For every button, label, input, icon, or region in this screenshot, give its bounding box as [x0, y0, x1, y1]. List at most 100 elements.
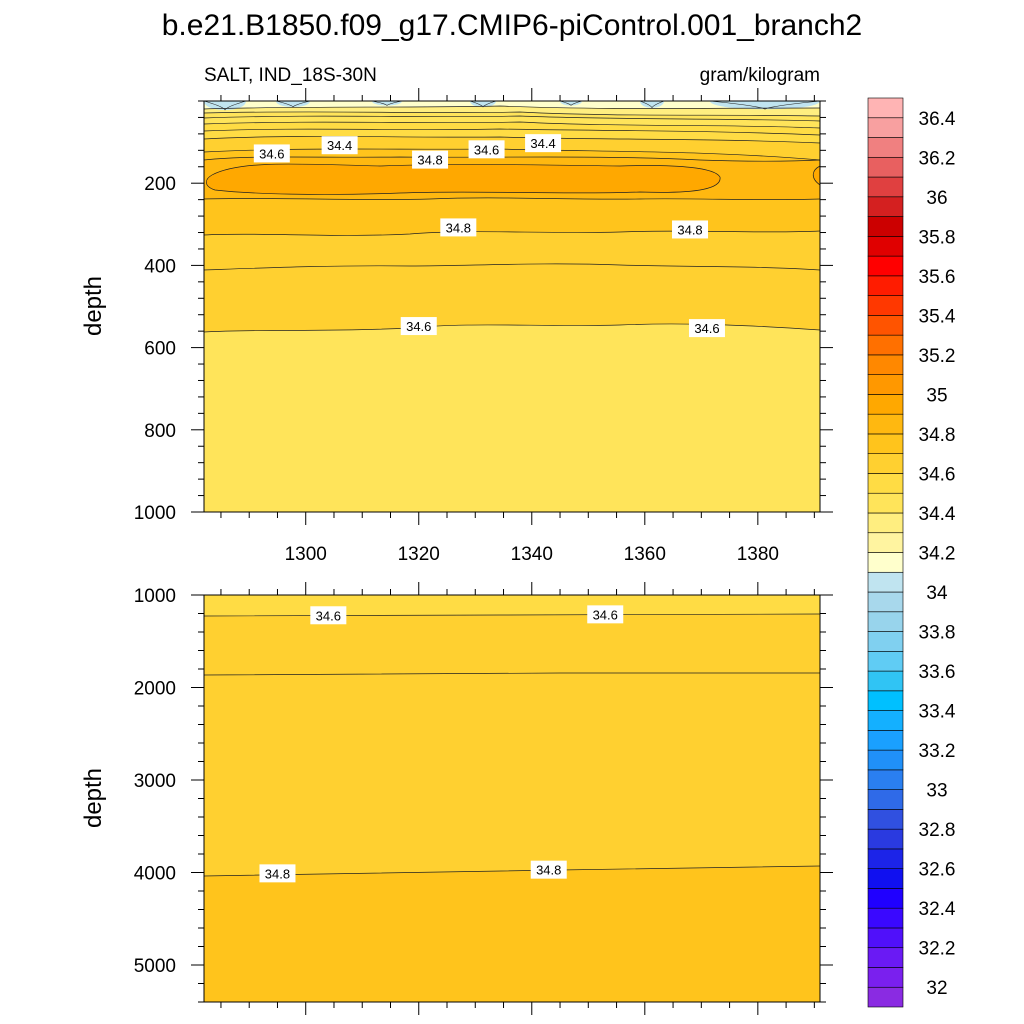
band-34-1-patch [710, 101, 820, 110]
lower-contour-labels: 34.6 34.6 34.8 34.8 [259, 605, 624, 883]
colorbar-swatch [867, 137, 904, 158]
contour-label-text: 34.6 [316, 608, 341, 623]
colorbar-swatch [867, 888, 904, 909]
colorbar-tick-label: 35.6 [919, 267, 956, 288]
contour-line [203, 613, 821, 617]
colorbar-tick-label: 34.8 [919, 425, 956, 446]
colorbar-tick-label: 32.4 [919, 899, 956, 920]
colorbar-tick-label: 35.8 [919, 227, 956, 248]
colorbar-tick-label: 33.2 [919, 741, 956, 762]
colorbar-swatch [867, 433, 904, 454]
lower-y-axis-label: depth [80, 768, 107, 828]
contour-line [203, 672, 820, 676]
band-34-1-patch [640, 101, 664, 108]
colorbar-tick-label: 35.4 [919, 306, 956, 327]
colorbar-swatch [867, 828, 904, 850]
contour-label: 34.6 [400, 317, 437, 336]
contour-label-box [672, 220, 709, 239]
colorbar-swatch [867, 315, 904, 336]
contour-label-text: 34.4 [327, 138, 352, 153]
x-tick-label: 1360 [624, 544, 666, 565]
contour-label: 34.4 [525, 134, 562, 153]
y-tick-label: 800 [144, 421, 176, 442]
colorbar-swatch [867, 552, 904, 573]
y-tick-label: 600 [144, 339, 176, 360]
colorbar-swatch [867, 690, 904, 711]
colorbar-tick-label: 34.4 [919, 504, 956, 525]
colorbar-swatch [867, 196, 904, 217]
colorbar-swatch [867, 354, 904, 375]
colorbar-swatch [867, 492, 904, 514]
colorbar-tick-label: 32.2 [919, 939, 956, 960]
contour-line [206, 163, 721, 195]
contour-line [203, 263, 821, 271]
contour-label: 34.4 [321, 136, 358, 155]
colorbar-swatch [867, 769, 904, 790]
colorbar-swatch [867, 571, 904, 593]
contour-label: 34.6 [253, 144, 290, 163]
colorbar-swatch [867, 789, 904, 810]
contour-label: 34.6 [688, 319, 725, 338]
band-34-6 [204, 595, 820, 616]
colorbar-swatch [867, 651, 904, 672]
colorbar-swatch [867, 710, 904, 731]
upper-panel-fill [204, 101, 820, 512]
contour-label-text: 34.6 [593, 607, 618, 622]
y-tick-label: 3000 [134, 771, 176, 792]
contour-line [559, 100, 583, 106]
x-tick-label: 1380 [737, 544, 779, 565]
colorbar-swatch [867, 512, 904, 534]
lower-y-ticks: 1000 2000 3000 4000 5000 [134, 586, 833, 1003]
contour-line [203, 105, 821, 110]
units-label: gram/kilogram [700, 65, 820, 86]
colorbar-swatch [867, 156, 904, 178]
colorbar-tick-label: 33 [926, 781, 947, 802]
contour-label-box [259, 864, 296, 883]
colorbar-tick-label: 33.4 [919, 702, 956, 723]
lower-panel: 1000 2000 3000 4000 5000 34.6 34.6 34.8 34.8 de… [80, 582, 833, 1015]
upper-contour-labels: 34.6 34.4 34.8 34.6 34.4 34.8 34.8 34.6 34.6 [253, 134, 725, 338]
contour-line [203, 197, 821, 201]
colorbar-swatch [867, 591, 904, 613]
y-tick-label: 1000 [134, 503, 176, 524]
x-tick-label: 1300 [285, 544, 327, 565]
colorbar-tick-label: 32.8 [919, 820, 956, 841]
contour-label-box [253, 144, 290, 163]
colorbar-swatch [867, 809, 904, 830]
colorbar-swatch [867, 117, 904, 138]
lower-x-ticks [220, 582, 815, 1015]
y-tick-label: 1000 [134, 586, 176, 607]
upper-y-axis-label: depth [80, 276, 107, 336]
y-tick-label: 400 [144, 256, 176, 277]
contour-label-box [525, 134, 562, 153]
variable-label: SALT, IND_18S-30N [204, 65, 377, 86]
y-tick-label: 5000 [134, 956, 176, 977]
contour-label-text: 34.8 [677, 222, 702, 237]
contour-line [469, 100, 497, 108]
band-34-8 [204, 866, 820, 1002]
contour-label-text: 34.8 [446, 220, 471, 235]
colorbar-tick-label: 35.2 [919, 346, 956, 367]
colorbar-swatch [867, 176, 904, 198]
x-tick-label: 1320 [398, 544, 440, 565]
contour-label-box [400, 317, 437, 336]
contour-label-text: 34.4 [530, 136, 555, 151]
colorbar-tick-label: 34.2 [919, 544, 956, 565]
colorbar-tick-label: 36.2 [919, 148, 956, 169]
colorbar-swatch [867, 611, 904, 632]
colorbar-swatch [867, 394, 904, 415]
contour-line [639, 100, 665, 108]
band-35 [206, 163, 721, 195]
contour-line [275, 100, 311, 108]
contour-label-text: 34.8 [536, 863, 561, 878]
colorbar-tick-label: 36.4 [919, 109, 956, 130]
contour-line [709, 100, 821, 110]
contour-label-text: 34.6 [259, 146, 284, 161]
contour-label: 34.6 [587, 605, 624, 624]
contour-line [203, 100, 247, 111]
colorbar-swatch [867, 255, 904, 277]
colorbar-swatch [867, 927, 904, 949]
band-35-edge [813, 166, 820, 185]
contour-line [812, 165, 821, 186]
contour-line [203, 128, 821, 136]
